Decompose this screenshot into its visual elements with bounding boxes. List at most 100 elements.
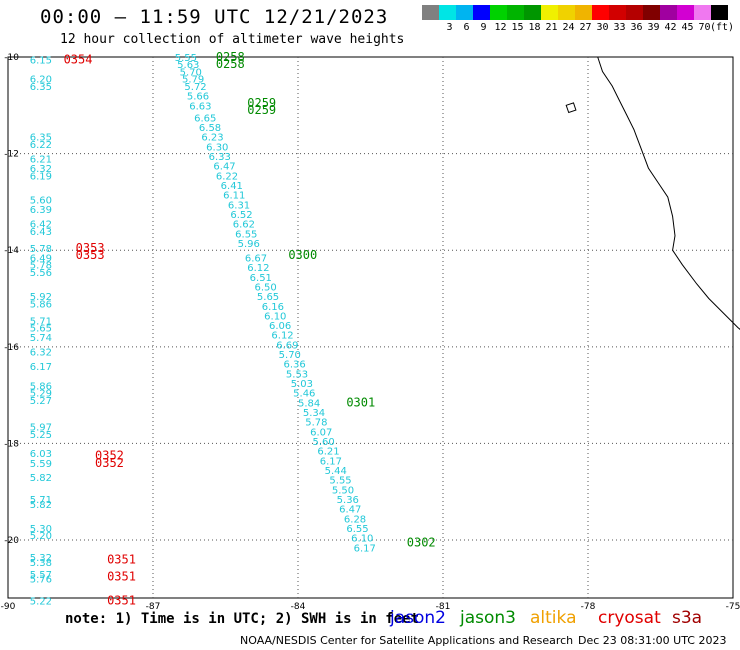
wave-height-value: 5.36 — [337, 495, 359, 506]
colorbar-label: 27 — [579, 22, 592, 33]
colorbar-swatch — [575, 5, 592, 20]
colorbar-label: 42 — [664, 22, 677, 33]
wave-height-value: 5.22 — [30, 596, 52, 607]
wave-height-value: 6.16 — [262, 302, 284, 313]
wave-height-value: 5.59 — [30, 459, 52, 470]
wave-height-value: 5.60 — [30, 195, 52, 206]
wave-height-value: 5.70 — [180, 67, 202, 78]
wave-height-value: 6.47 — [213, 162, 235, 173]
latitude-tick-label: -14 — [4, 246, 19, 256]
wave-height-value: 6.32 — [30, 164, 52, 175]
pass-time-label: 0302 — [407, 535, 436, 549]
wave-height-value: 6.36 — [284, 360, 306, 371]
wave-height-value: 5.66 — [187, 92, 209, 103]
legend-altika: altika — [530, 608, 577, 628]
wave-height-value: 6.55 — [346, 524, 368, 535]
colorbar-label: 70 — [698, 22, 711, 33]
longitude-tick-label: -81 — [436, 602, 451, 612]
wave-height-value: 6.11 — [223, 191, 245, 202]
wave-height-value: 6.10 — [264, 311, 286, 322]
wave-height-value: 6.55 — [235, 229, 257, 240]
colorbar-swatch — [592, 5, 609, 20]
colorbar-label: 21 — [545, 22, 558, 33]
wave-height-value: 5.92 — [30, 292, 52, 303]
wave-height-value: 5.53 — [286, 369, 308, 380]
wave-height-value: 6.69 — [276, 340, 298, 351]
wave-height-value: 6.30 — [206, 142, 228, 153]
wave-height-value: 5.78 — [305, 418, 327, 429]
colorbar-swatch — [456, 5, 473, 20]
colorbar-swatch — [507, 5, 524, 20]
wave-height-value: 5.76 — [30, 575, 52, 586]
wave-height-value: 5.63 — [177, 60, 199, 71]
wave-height-value: 5.32 — [30, 553, 52, 564]
wave-height-value: 6.17 — [354, 543, 376, 554]
colorbar-label: 6 — [463, 22, 470, 33]
pass-time-label: 0300 — [288, 248, 317, 262]
colorbar-swatch — [626, 5, 643, 20]
colorbar-label: 39 — [647, 22, 660, 33]
wave-height-value: 5.03 — [291, 379, 313, 390]
wave-height-value: 6.12 — [271, 331, 293, 342]
wave-height-value: 6.19 — [30, 171, 52, 182]
coastline — [597, 56, 740, 330]
colorbar-label: 9 — [480, 22, 487, 33]
wave-height-value: 5.74 — [30, 333, 52, 344]
latitude-tick-label: -18 — [4, 439, 19, 449]
wave-height-value: 6.50 — [255, 282, 277, 293]
wave-height-value: 5.84 — [298, 398, 320, 409]
pass-time-label: 0352 — [95, 449, 124, 463]
wave-height-value: 6.17 — [320, 456, 342, 467]
wave-height-value: 6.07 — [310, 427, 332, 438]
colorbar-swatch — [609, 5, 626, 20]
latitude-tick-label: -20 — [4, 536, 19, 546]
colorbar-label: 12 — [494, 22, 507, 33]
wave-height-value: 6.12 — [247, 263, 269, 274]
pass-time-label: 0351 — [107, 552, 136, 566]
wave-height-value: 5.96 — [238, 239, 260, 250]
wave-height-value: 5.57 — [30, 570, 52, 581]
wave-height-value: 6.63 — [189, 101, 211, 112]
longitude-tick-label: -84 — [291, 602, 306, 612]
pass-time-label: 0259 — [247, 96, 276, 110]
wave-height-value: 6.67 — [245, 253, 267, 264]
wave-height-value: 6.43 — [30, 227, 52, 238]
legend-note: note: 1) Time is in UTC; 2) SWH is in fe… — [65, 611, 420, 627]
latitude-tick-label: -16 — [4, 343, 19, 353]
wave-height-value: 5.71 — [30, 316, 52, 327]
colorbar-swatch — [711, 5, 728, 20]
colorbar-swatch — [439, 5, 456, 20]
colorbar-label: 18 — [528, 22, 541, 33]
wave-height-value: 5.46 — [293, 389, 315, 400]
wave-height-value: 6.23 — [201, 133, 223, 144]
colorbar-swatch — [473, 5, 490, 20]
wave-height-value: 5.55 — [175, 53, 197, 64]
wave-height-value: 6.52 — [230, 210, 252, 221]
wave-height-value: 6.35 — [30, 133, 52, 144]
wave-height-value: 5.71 — [30, 495, 52, 506]
pass-time-label: 0259 — [247, 103, 276, 117]
pass-time-label: 0258 — [216, 50, 245, 64]
wave-height-value: 6.65 — [194, 113, 216, 124]
pass-time-label: 0354 — [64, 52, 93, 66]
wave-height-value: 5.34 — [303, 408, 325, 419]
wave-height-value: 6.15 — [30, 55, 52, 66]
wave-height-value: 6.22 — [30, 140, 52, 151]
map-subtitle: 12 hour collection of altimeter wave hei… — [60, 32, 405, 47]
colorbar-swatch — [541, 5, 558, 20]
wave-height-value: 6.28 — [344, 514, 366, 525]
generated-timestamp: Dec 23 08:31:00 UTC 2023 — [578, 634, 727, 647]
credit-line: NOAA/NESDIS Center for Satellite Applica… — [240, 634, 574, 647]
wave-height-value: 5.97 — [30, 423, 52, 434]
wave-height-value: 6.47 — [339, 505, 361, 516]
wave-height-value: 5.82 — [30, 473, 52, 484]
colorbar-unit: (ft) — [710, 22, 735, 33]
wave-height-value: 6.06 — [269, 321, 291, 332]
wave-height-value: 6.62 — [233, 220, 255, 231]
colorbar-swatch — [694, 5, 711, 20]
wave-height-value: 5.56 — [30, 268, 52, 279]
longitude-tick-label: -78 — [581, 602, 596, 612]
wave-height-value: 5.72 — [184, 82, 206, 93]
wave-height-value: 6.17 — [30, 362, 52, 373]
pass-time-label: 0351 — [107, 593, 136, 607]
